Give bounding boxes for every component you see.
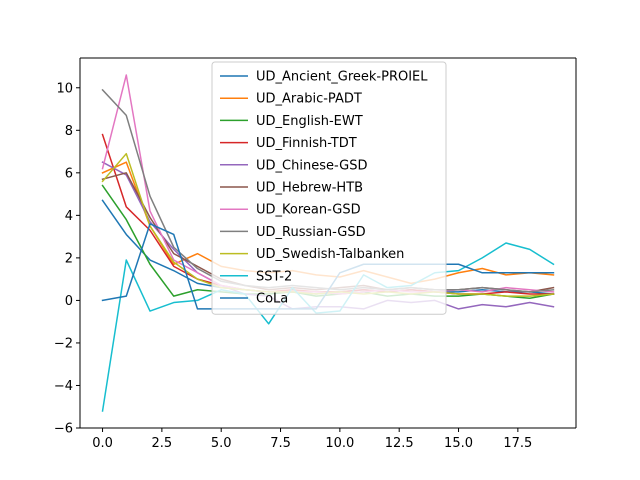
x-tick-label: 10.0 (325, 436, 354, 451)
legend-label-5: UD_Hebrew-HTB (256, 181, 363, 196)
x-tick-label: 0.0 (92, 436, 113, 451)
y-tick-label: 6 (65, 166, 73, 181)
legend-label-10: CoLa (256, 292, 288, 307)
x-tick-label: 5.0 (211, 436, 232, 451)
ticks-layer: 0.0 2.5 5.0 7.5 10.0 12.5 15.0 17.5 −6 −4 −2 0 2 4 6 8 1… (54, 81, 533, 451)
y-tick-label: −2 (54, 336, 73, 351)
x-tick-label: 17.5 (503, 436, 532, 451)
legend-label-4: UD_Chinese-GSD (256, 158, 367, 173)
y-tick-label: 4 (65, 209, 73, 224)
legend-label-9: SST-2 (256, 269, 292, 284)
legend-label-7: UD_Russian-GSD (256, 225, 366, 240)
y-tick-label: 2 (65, 251, 73, 266)
y-tick-label: 0 (65, 294, 73, 309)
legend-label-2: UD_English-EWT (256, 114, 363, 129)
legend-label-3: UD_Finnish-TDT (256, 136, 357, 151)
legend-label-0: UD_Ancient_Greek-PROIEL (256, 70, 428, 85)
legend-frame (211, 61, 447, 315)
x-tick-label: 15.0 (444, 436, 473, 451)
x-tick-label: 2.5 (152, 436, 173, 451)
y-tick-label: 8 (65, 124, 73, 139)
y-tick-label: −6 (54, 422, 73, 437)
legend-label-6: UD_Korean-GSD (256, 203, 361, 218)
legend-label-8: UD_Swedish-Talbanken (256, 247, 404, 262)
y-tick-label: −4 (54, 379, 73, 394)
axes-layer (79, 57, 577, 429)
x-tick-label: 12.5 (385, 436, 414, 451)
x-tick-label: 7.5 (270, 436, 291, 451)
legend-label-1: UD_Arabic-PADT (256, 92, 362, 107)
legend: UD_Ancient_Greek-PROIEL UD_Arabic-PADT UD_… (211, 61, 447, 315)
y-tick-label: 10 (56, 81, 73, 96)
